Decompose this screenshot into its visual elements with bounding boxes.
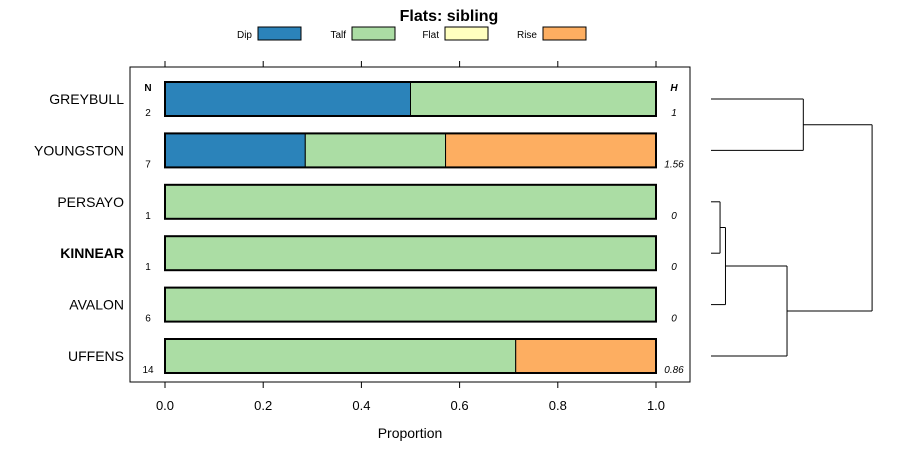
n-value: 7 [145,159,151,170]
bar-segment-talf [164,235,657,271]
n-value: 14 [142,365,154,376]
bar-segment-talf [410,81,657,117]
legend-label-dip: Dip [237,30,252,41]
n-value: 1 [145,211,151,222]
bar-segment-dip [164,132,306,168]
x-tick-label: 0.6 [451,398,469,413]
bar-outline [164,286,657,323]
bar-segment-rise [445,132,657,168]
bar-segment-talf [304,132,447,168]
h-value: 0 [671,211,677,222]
n-value: 2 [145,108,151,119]
bar-row-youngston: YOUNGSTON 7 1.56 [34,132,684,170]
h-value: 1 [671,108,677,119]
bar-segment-talf [164,184,657,220]
x-tick-label: 0.4 [352,398,370,413]
category-label: AVALON [69,297,124,313]
bar-outline [164,132,657,169]
category-label: GREYBULL [49,91,124,107]
legend-label-rise: Rise [517,30,537,41]
chart-title: Flats: sibling [400,8,499,25]
category-label: UFFENS [68,348,124,364]
legend-swatch-rise [542,26,587,41]
bar-outline [164,338,657,374]
h-value: 1.56 [664,159,684,170]
bar-row-greybull: GREYBULL 2 1 [49,81,677,119]
category-label: KINNEAR [60,245,124,261]
legend-swatch-talf [351,26,396,41]
h-header: H [670,83,678,94]
bar-outline [164,81,657,117]
x-tick-label: 0.2 [254,398,272,413]
dendrogram [711,98,873,357]
n-value: 6 [145,314,151,325]
n-header: N [144,83,151,94]
legend-label-talf: Talf [330,30,346,41]
legend-swatch-dip [257,26,302,41]
h-value: 0.86 [664,365,684,376]
legend: Dip Talf Flat Rise [237,26,587,41]
bar-outline [164,235,657,272]
n-value: 1 [145,262,151,273]
bar-segment-talf [164,287,657,323]
bar-row-kinnear: KINNEAR 1 0 [60,235,677,273]
h-value: 0 [671,314,677,325]
bar-row-uffens: UFFENS 14 0.86 [68,338,684,376]
x-axis-top [164,61,657,67]
bar-row-avalon: AVALON 6 0 [69,286,677,325]
legend-label-flat: Flat [422,30,439,41]
category-label: PERSAYO [57,194,124,210]
x-axis-label: Proportion [378,425,443,441]
bar-segment-rise [515,338,657,374]
x-tick-label: 0.8 [549,398,567,413]
x-tick-label: 0.0 [156,398,174,413]
plot-frame [129,66,691,383]
x-tick-label: 1.0 [647,398,665,413]
x-axis-bottom: 0.0 0.2 0.4 0.6 0.8 1.0 [156,382,665,413]
legend-swatch-flat [444,26,489,41]
bar-outline [164,183,657,220]
h-value: 0 [671,262,677,273]
bar-row-persayo: PERSAYO 1 0 [57,183,677,222]
category-label: YOUNGSTON [34,142,124,158]
bar-segment-talf [164,338,517,374]
bar-segment-dip [164,81,411,117]
